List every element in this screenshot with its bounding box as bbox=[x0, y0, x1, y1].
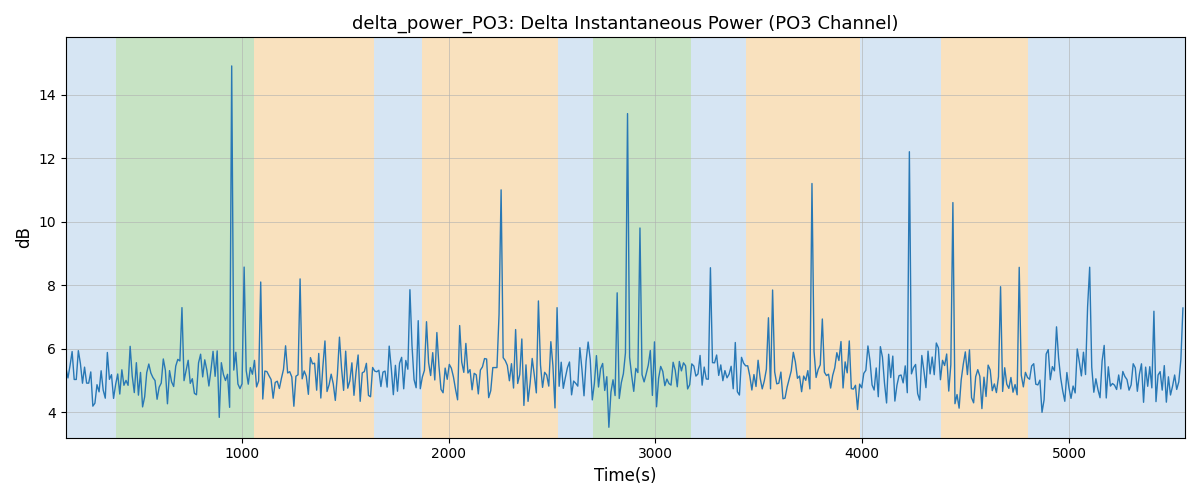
Bar bbox=[691, 38, 746, 438]
Bar bbox=[558, 38, 593, 438]
Bar bbox=[746, 38, 860, 438]
Bar bbox=[374, 38, 421, 438]
Title: delta_power_PO3: Delta Instantaneous Power (PO3 Channel): delta_power_PO3: Delta Instantaneous Pow… bbox=[353, 15, 899, 34]
Bar bbox=[254, 38, 374, 438]
Bar bbox=[860, 38, 941, 438]
Bar bbox=[66, 38, 115, 438]
Bar bbox=[421, 38, 558, 438]
Bar bbox=[593, 38, 691, 438]
Bar bbox=[941, 38, 1027, 438]
Y-axis label: dB: dB bbox=[16, 226, 34, 248]
X-axis label: Time(s): Time(s) bbox=[594, 467, 656, 485]
Bar bbox=[115, 38, 254, 438]
Bar bbox=[1027, 38, 1186, 438]
